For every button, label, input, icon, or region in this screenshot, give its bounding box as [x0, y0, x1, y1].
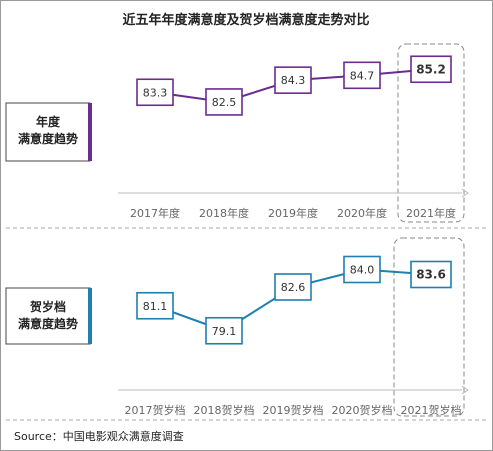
x-axis-arrow: [461, 385, 469, 395]
data-label: 79.1: [212, 325, 237, 338]
data-point-box: [205, 316, 243, 345]
x-tick-label: 2020贺岁档: [332, 403, 393, 417]
data-label: 83.6: [416, 268, 446, 282]
side-label-line: 满意度趋势: [18, 131, 78, 146]
data-point-box: [136, 78, 174, 107]
x-tick-label: 2019贺岁档: [263, 403, 324, 417]
data-point-box: [274, 273, 312, 301]
source-note: Source：中国电影观众满意度调查: [14, 429, 184, 443]
data-point-box: [136, 291, 174, 320]
highlight-box: [393, 237, 465, 417]
data-label: 84.3: [281, 74, 306, 87]
x-tick-label: 2018贺岁档: [194, 403, 255, 417]
data-label: 81.1: [143, 300, 168, 313]
x-tick-label: 2021年度: [406, 206, 456, 220]
data-point-box: [410, 260, 452, 289]
data-point-box: [410, 55, 452, 84]
data-point-box: [274, 66, 312, 94]
data-label: 84.7: [350, 69, 375, 82]
data-point-box: [343, 255, 381, 284]
side-label-box: [5, 102, 91, 162]
side-label-line: 贺岁档: [29, 299, 66, 314]
data-label: 83.3: [143, 86, 168, 99]
data-point-box: [343, 61, 381, 90]
data-label: 84.0: [350, 264, 375, 277]
x-tick-label: 2017贺岁档: [125, 403, 186, 417]
x-axis-arrow: [461, 188, 469, 198]
side-label-line: 年度: [36, 114, 61, 129]
x-tick-label: 2017年度: [130, 206, 180, 220]
data-label: 82.5: [212, 96, 237, 109]
highlight-box: [397, 43, 465, 223]
data-point-box: [205, 88, 243, 116]
x-tick-label: 2020年度: [337, 206, 387, 220]
side-label-line: 满意度趋势: [18, 316, 78, 331]
data-label: 82.6: [281, 281, 306, 294]
x-tick-label: 2021贺岁档: [401, 403, 462, 417]
chart-title: 近五年年度满意度及贺岁档满意度走势对比: [122, 12, 369, 28]
data-label: 85.2: [416, 62, 446, 76]
x-tick-label: 2018年度: [199, 206, 249, 220]
side-label-box: [5, 287, 91, 345]
x-tick-label: 2019年度: [268, 206, 318, 220]
